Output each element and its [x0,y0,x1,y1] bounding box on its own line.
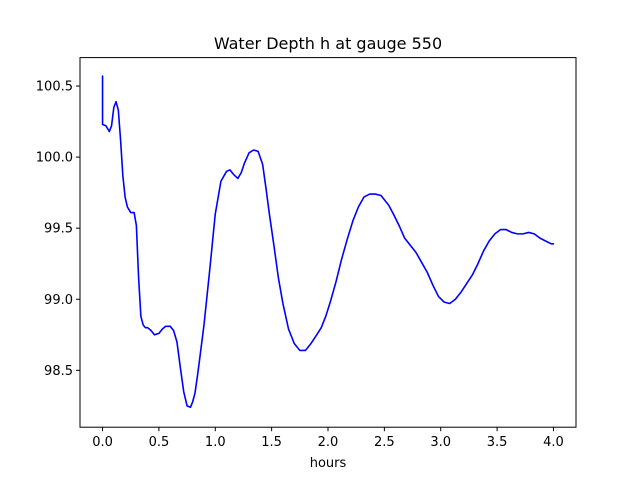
x-axis-ticks: 0.0 0.5 1.0 1.5 2.0 2.5 3.0 3.5 4.0 [92,427,564,450]
y-tick-label: 100.0 [36,151,73,166]
y-axis-ticks: 98.5 99.0 99.5 100.0 100.5 [36,80,80,379]
x-tick-label: 4.0 [543,435,564,450]
series-line-0 [101,75,555,409]
y-tick-label: 100.5 [36,80,73,95]
y-tick-label: 98.5 [44,364,73,379]
x-tick-label: 1.5 [261,435,282,450]
x-tick-label: 0.5 [149,435,170,450]
x-tick-label: 1.0 [205,435,226,450]
x-tick-label: 2.0 [318,435,339,450]
series-layer [101,75,555,409]
x-tick-label: 2.5 [374,435,395,450]
x-tick-label: 3.5 [487,435,508,450]
y-tick-label: 99.0 [44,293,73,308]
plot-area-frame [79,57,577,428]
x-axis-label: hours [310,456,347,471]
y-tick-label: 99.5 [44,222,73,237]
chart-title: Water Depth h at gauge 550 [214,34,442,53]
x-tick-label: 3.0 [430,435,451,450]
x-tick-label: 0.0 [92,435,113,450]
